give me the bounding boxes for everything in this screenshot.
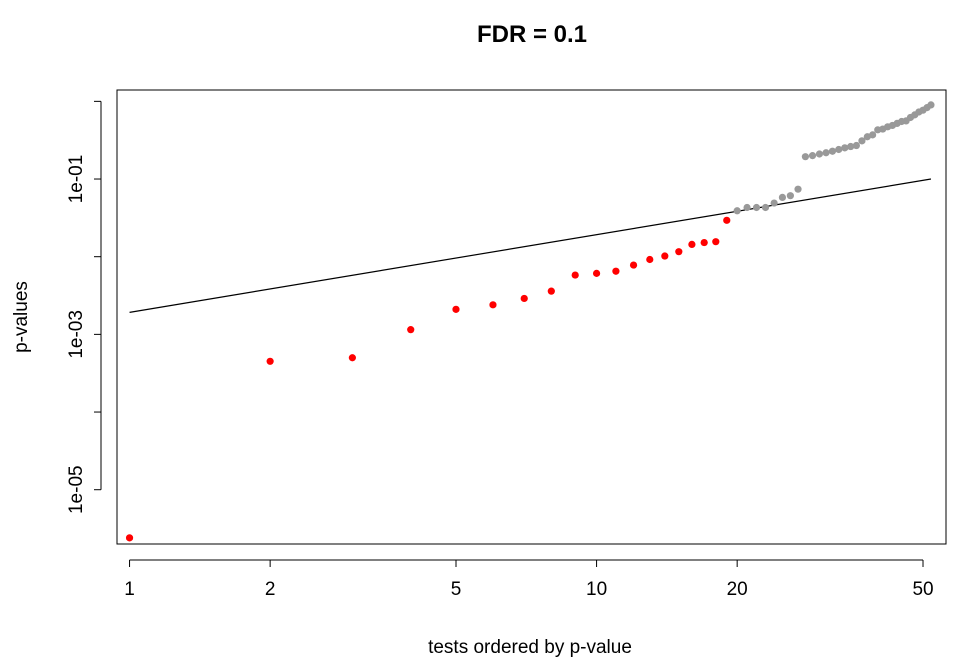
y-tick-label: 1e-03 [66, 310, 87, 359]
nonsignificant-point [770, 199, 778, 207]
x-tick-label: 20 [727, 579, 748, 600]
nonsignificant-point [761, 203, 770, 212]
significant-point [612, 267, 620, 275]
nonsignificant-point [869, 131, 877, 139]
significant-point [675, 248, 683, 256]
significant-point [407, 326, 415, 334]
significant-point [629, 261, 638, 269]
data-points [125, 101, 935, 542]
significant-point [547, 287, 555, 295]
fdr-line [129, 178, 932, 313]
significant-point [646, 255, 654, 264]
nonsignificant-point [794, 185, 802, 193]
nonsignificant-point [822, 149, 830, 157]
nonsignificant-point [808, 152, 817, 160]
significant-point [520, 294, 528, 303]
nonsignificant-point [786, 192, 794, 200]
x-tick-label: 2 [265, 579, 276, 600]
nonsignificant-point [828, 147, 837, 155]
nonsignificant-point [847, 142, 855, 151]
nonsignificant-point [778, 193, 787, 201]
nonsignificant-point [815, 150, 824, 158]
plot-frame [116, 89, 947, 545]
significant-point [592, 269, 601, 277]
significant-point [723, 216, 731, 224]
nonsignificant-point [743, 203, 751, 212]
x-axis: 1 2 5 10 20 50 [124, 559, 934, 600]
y-tick-label: 1e-05 [66, 465, 87, 514]
y-axis: 1e-05 1e-03 1e-01 [66, 100, 102, 514]
x-tick-label: 5 [451, 579, 462, 600]
significant-point [489, 301, 497, 309]
x-axis-label: tests ordered by p-value [428, 637, 632, 658]
significant-point [348, 354, 356, 362]
x-tick-label: 1 [124, 579, 135, 600]
nonsignificant-point [852, 141, 860, 150]
nonsignificant-point [835, 145, 843, 154]
significant-point [661, 252, 669, 260]
nonsignificant-point [752, 203, 761, 212]
x-tick-label: 50 [912, 579, 933, 600]
y-axis-label: p-values [11, 281, 32, 353]
significant-point [688, 240, 696, 248]
significant-point [125, 534, 134, 542]
nonsignificant-point [927, 101, 935, 109]
nonsignificant-point [801, 153, 810, 161]
significant-point [700, 238, 708, 247]
fdr-threshold-line [129, 178, 932, 313]
nonsignificant-point [733, 207, 741, 215]
y-tick-label: 1e-01 [66, 155, 87, 204]
chart-title: FDR = 0.1 [477, 21, 587, 48]
significant-point [452, 305, 460, 313]
significant-point [266, 357, 274, 365]
significant-point [571, 271, 579, 279]
x-tick-label: 10 [586, 579, 607, 600]
nonsignificant-point [841, 144, 849, 152]
nonsignificant-point [858, 137, 866, 145]
significant-point [712, 238, 720, 246]
